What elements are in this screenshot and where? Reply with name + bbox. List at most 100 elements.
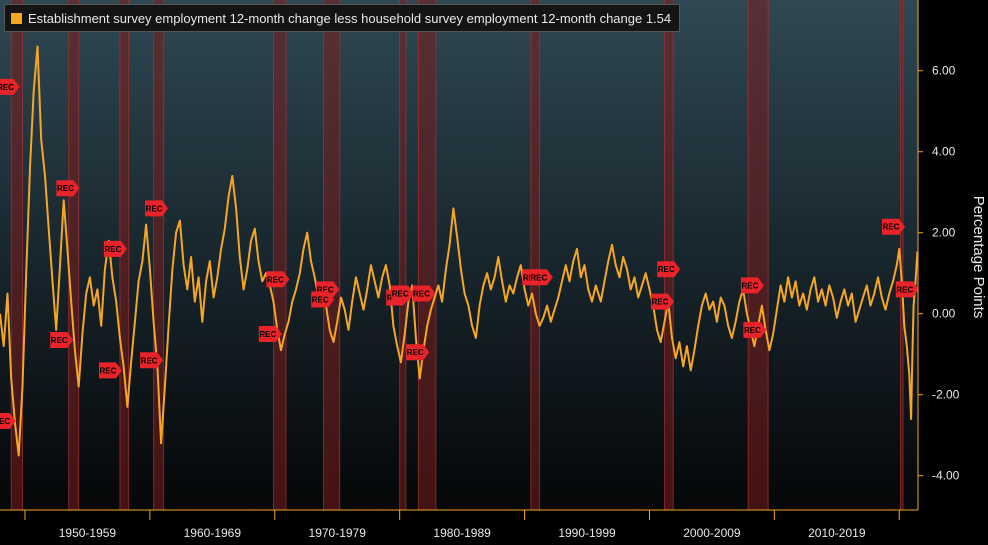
rec-marker-shape xyxy=(311,291,335,308)
rec-marker: REC xyxy=(311,291,335,308)
rec-marker: REC xyxy=(145,200,169,217)
x-tick-label: 1990-1999 xyxy=(558,526,616,540)
rec-marker-shape xyxy=(743,321,767,338)
rec-marker-label: REC xyxy=(259,330,276,339)
rec-marker-label: REC xyxy=(104,245,121,254)
rec-marker-shape xyxy=(529,269,553,286)
rec-marker: REC xyxy=(391,285,415,302)
y-tick-label: -4.00 xyxy=(932,469,960,483)
rec-marker: REC xyxy=(266,271,290,288)
rec-marker-shape xyxy=(882,218,905,235)
rec-marker-shape xyxy=(391,285,415,302)
rec-marker-label: REC xyxy=(407,348,424,357)
rec-marker: REC xyxy=(529,269,553,286)
rec-marker-shape xyxy=(895,281,919,298)
rec-marker-shape xyxy=(266,271,290,288)
legend-swatch xyxy=(11,12,22,24)
rec-marker-shape xyxy=(145,200,169,217)
rec-marker-label: REC xyxy=(413,290,430,299)
rec-marker-shape xyxy=(258,326,282,342)
recession-band xyxy=(11,0,23,510)
recession-band xyxy=(664,0,674,510)
legend: Establishment survey employment 12-month… xyxy=(4,4,681,32)
rec-marker-shape xyxy=(103,240,127,257)
x-tick-label: 1950-1959 xyxy=(59,526,117,540)
rec-marker: REC xyxy=(0,78,20,95)
rec-marker-shape xyxy=(140,352,164,369)
recession-band xyxy=(418,0,436,510)
x-tick-label: 1960-1969 xyxy=(184,526,242,540)
rec-marker-label: REC xyxy=(99,366,116,375)
rec-marker: REC xyxy=(0,413,16,429)
recession-band xyxy=(153,0,164,510)
rec-marker-shape xyxy=(0,413,16,429)
y-axis-title: Percentage Points xyxy=(970,196,987,319)
rec-marker-shape xyxy=(740,277,764,294)
recession-band xyxy=(273,0,287,510)
rec-marker-label: REC xyxy=(896,285,913,294)
recession-band xyxy=(530,0,540,510)
rec-marker-label: REC xyxy=(530,273,547,282)
legend-series-name: Establishment survey employment 12-month… xyxy=(28,10,643,26)
rec-marker-label: REC xyxy=(51,336,68,345)
rec-marker-shape xyxy=(651,293,674,310)
rec-marker-label: REC xyxy=(744,326,761,335)
x-tick-label: 1970-1979 xyxy=(309,526,367,540)
rec-marker: REC xyxy=(412,285,436,302)
rec-marker-label: REC xyxy=(0,417,10,426)
rec-marker: REC xyxy=(103,240,127,257)
x-tick-label: 2000-2009 xyxy=(683,526,741,540)
recession-band xyxy=(748,0,769,510)
legend-last-value: 1.54 xyxy=(645,10,672,26)
rec-marker-label: REC xyxy=(312,296,329,305)
rec-marker-shape xyxy=(657,261,681,278)
rec-marker: REC xyxy=(56,180,80,197)
rec-marker-label: REC xyxy=(317,285,334,294)
x-tick-label: 2010-2019 xyxy=(808,526,866,540)
rec-marker-shape xyxy=(0,78,20,95)
recession-band xyxy=(399,0,406,510)
rec-marker: REC xyxy=(50,332,74,348)
rec-marker-shape xyxy=(56,180,80,197)
rec-marker: REC xyxy=(743,321,767,338)
rec-markers: REC REC REC REC REC REC REC REC REC REC REC REC REC R… xyxy=(0,78,919,429)
rec-marker: REC xyxy=(882,218,905,235)
series-line-group xyxy=(0,45,919,457)
rec-marker-label: REC xyxy=(267,275,284,284)
rec-marker: REC xyxy=(740,277,764,294)
rec-marker-shape xyxy=(412,285,436,302)
y-tick-label: 6.00 xyxy=(932,64,956,78)
rec-marker-shape xyxy=(98,362,122,379)
rec-marker-label: REC xyxy=(0,83,14,92)
rec-marker-shape xyxy=(406,344,430,361)
rec-marker-label: REC xyxy=(658,265,675,274)
rec-marker-label: REC xyxy=(741,281,758,290)
series-line xyxy=(0,45,919,457)
rec-marker-label: REC xyxy=(652,298,669,307)
rec-marker: REC xyxy=(98,362,122,379)
x-tick-label: 1980-1989 xyxy=(433,526,491,540)
recession-band xyxy=(323,0,340,510)
rec-marker-label: REC xyxy=(141,356,158,365)
rec-marker: REC xyxy=(140,352,164,369)
y-tick-label: 4.00 xyxy=(932,145,956,159)
rec-marker: REC xyxy=(657,261,681,278)
rec-marker: REC xyxy=(895,281,919,298)
recession-band xyxy=(119,0,129,510)
recession-band xyxy=(900,0,904,510)
rec-marker-label: REC xyxy=(392,290,409,299)
recession-band xyxy=(68,0,79,510)
rec-marker-label: REC xyxy=(883,223,900,232)
rec-marker-label: REC xyxy=(146,204,163,213)
y-tick-label: -2.00 xyxy=(932,388,960,402)
rec-marker: REC xyxy=(258,326,282,342)
rec-marker: REC xyxy=(651,293,674,310)
rec-marker-label: REC xyxy=(57,184,74,193)
rec-marker-shape xyxy=(50,332,74,348)
rec-marker: REC xyxy=(406,344,430,361)
y-tick-label: 2.00 xyxy=(932,226,956,240)
recession-bands xyxy=(10,0,904,510)
